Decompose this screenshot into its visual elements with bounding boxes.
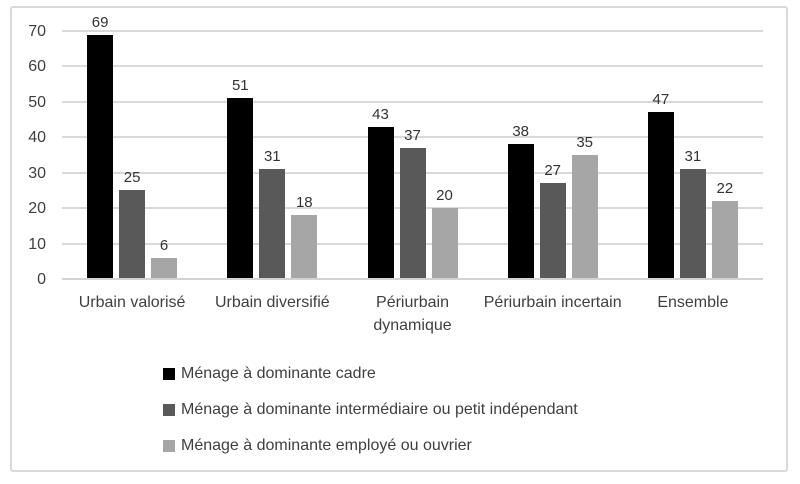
gridline — [62, 136, 763, 139]
bar — [119, 190, 146, 279]
gridline — [62, 100, 763, 103]
legend: Ménage à dominante cadre Ménage à dominan… — [163, 364, 578, 456]
bar-value-label: 69 — [91, 13, 109, 31]
bar-value-label: 37 — [404, 126, 421, 144]
legend-label: Ménage à dominante employé ou ouvrier — [181, 437, 472, 454]
bar-value-label: 22 — [716, 180, 734, 198]
y-tick-label: 50 — [28, 93, 46, 111]
bar — [151, 257, 178, 279]
x-category-label: Périurbain incertain — [483, 294, 622, 311]
bar — [431, 208, 458, 279]
bar — [87, 34, 114, 279]
bar-value-label: 35 — [576, 134, 594, 151]
gridline — [62, 65, 763, 68]
bar-value-label: 43 — [372, 105, 389, 123]
bar — [539, 183, 566, 279]
bar — [507, 144, 534, 279]
legend-item: Ménage à dominante employé ou ouvrier — [163, 436, 578, 456]
bar — [711, 201, 738, 279]
bar — [227, 98, 254, 279]
x-axis-line — [62, 278, 763, 280]
legend-swatch — [163, 368, 175, 380]
legend-item: Ménage à dominante cadre — [163, 364, 578, 384]
bar — [679, 169, 706, 279]
bar — [291, 215, 318, 279]
bar — [647, 112, 674, 279]
bar-value-label: 31 — [684, 148, 702, 166]
bar-value-label: 27 — [544, 162, 562, 180]
legend-item: Ménage à dominante intermédiaire ou peti… — [163, 400, 578, 420]
y-tick-label: 30 — [28, 164, 46, 182]
gridline — [62, 30, 763, 32]
bar-value-label: 38 — [512, 123, 530, 141]
legend-swatch — [163, 404, 175, 416]
x-category-label: Urbain valorisé — [78, 294, 186, 311]
x-category-label: Urbain diversifié — [214, 294, 330, 311]
y-tick-label: 60 — [28, 58, 46, 76]
bar — [259, 169, 286, 279]
x-category-label: Périurbain dynamique — [373, 294, 452, 334]
bar-value-label: 6 — [159, 236, 169, 254]
y-tick-label: 40 — [28, 129, 46, 147]
legend-label: Ménage à dominante cadre — [181, 365, 376, 382]
bar-value-label: 25 — [123, 169, 141, 187]
legend-swatch — [163, 440, 175, 452]
legend-label: Ménage à dominante intermédiaire ou peti… — [181, 401, 578, 418]
bar-value-label: 47 — [652, 91, 670, 109]
bar-value-label: 18 — [295, 194, 313, 212]
bar-value-label: 51 — [231, 77, 249, 95]
y-tick-label: 10 — [28, 235, 46, 253]
x-category-label: Ensemble — [657, 294, 729, 311]
y-tick-label: 0 — [37, 271, 46, 288]
bar — [399, 147, 426, 279]
bar-value-label: 31 — [263, 148, 281, 166]
y-tick-label: 20 — [28, 200, 46, 218]
bar — [367, 126, 394, 279]
y-tick-label: 70 — [28, 23, 46, 40]
bar — [571, 155, 598, 279]
bar-value-label: 20 — [436, 187, 453, 205]
